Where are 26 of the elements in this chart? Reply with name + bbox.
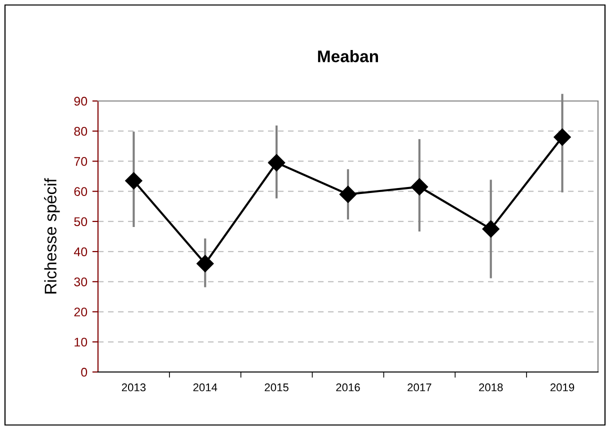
x-tick-label: 2016 (336, 383, 360, 392)
y-tick-label: 0 (81, 368, 88, 377)
y-tick-label: 20 (74, 308, 88, 316)
y-tick-label: 90 (74, 96, 88, 106)
point (268, 154, 286, 172)
y-tick-label: 80 (74, 126, 88, 136)
x-tick-label: 2017 (408, 383, 432, 392)
point (339, 186, 357, 203)
x-tick-label: 2018 (479, 383, 503, 392)
y-tick-label: 10 (74, 338, 88, 347)
y-tick-label: 40 (74, 247, 88, 256)
point (554, 128, 571, 146)
x-tick-label: 2013 (122, 383, 146, 392)
x-tick-label: 2019 (550, 383, 574, 392)
x-tick-label: 2014 (193, 383, 218, 392)
x-tick-label: 2015 (264, 383, 288, 392)
chart-title: Meaban (318, 50, 378, 62)
point (196, 255, 214, 272)
y-axis-title: Richesse spécif (44, 178, 60, 294)
y-tick-label: 70 (74, 157, 88, 166)
point (410, 178, 428, 196)
point (125, 172, 142, 190)
point (482, 220, 500, 238)
y-tick-label: 30 (74, 277, 88, 286)
y-tick-label: 60 (74, 187, 88, 196)
y-tick-label: 50 (74, 217, 88, 226)
